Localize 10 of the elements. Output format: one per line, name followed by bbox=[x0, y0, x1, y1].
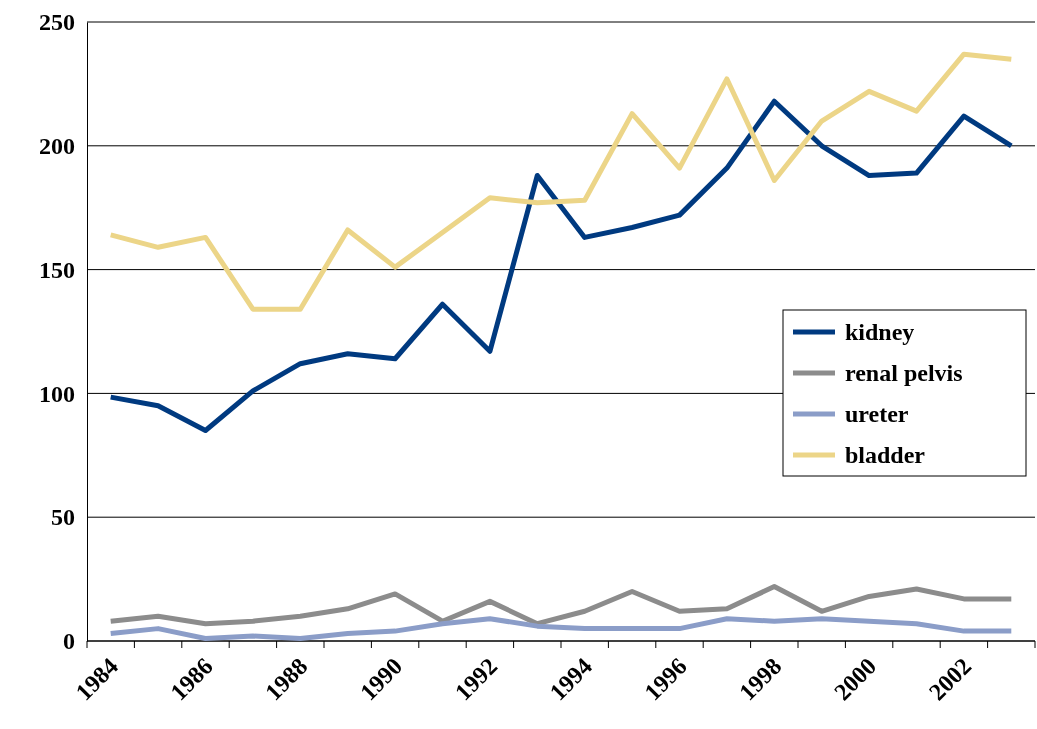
y-tick-label: 50 bbox=[51, 504, 75, 531]
y-tick-label: 250 bbox=[39, 9, 75, 36]
legend-label: renal pelvis bbox=[845, 360, 963, 387]
y-tick-label: 150 bbox=[39, 256, 75, 283]
legend-label: bladder bbox=[845, 442, 926, 469]
y-tick-label: 100 bbox=[39, 380, 75, 407]
legend-label: ureter bbox=[845, 401, 909, 428]
y-tick-label: 0 bbox=[63, 628, 75, 655]
legend-label: kidney bbox=[845, 319, 915, 346]
y-tick-label: 200 bbox=[39, 132, 75, 159]
